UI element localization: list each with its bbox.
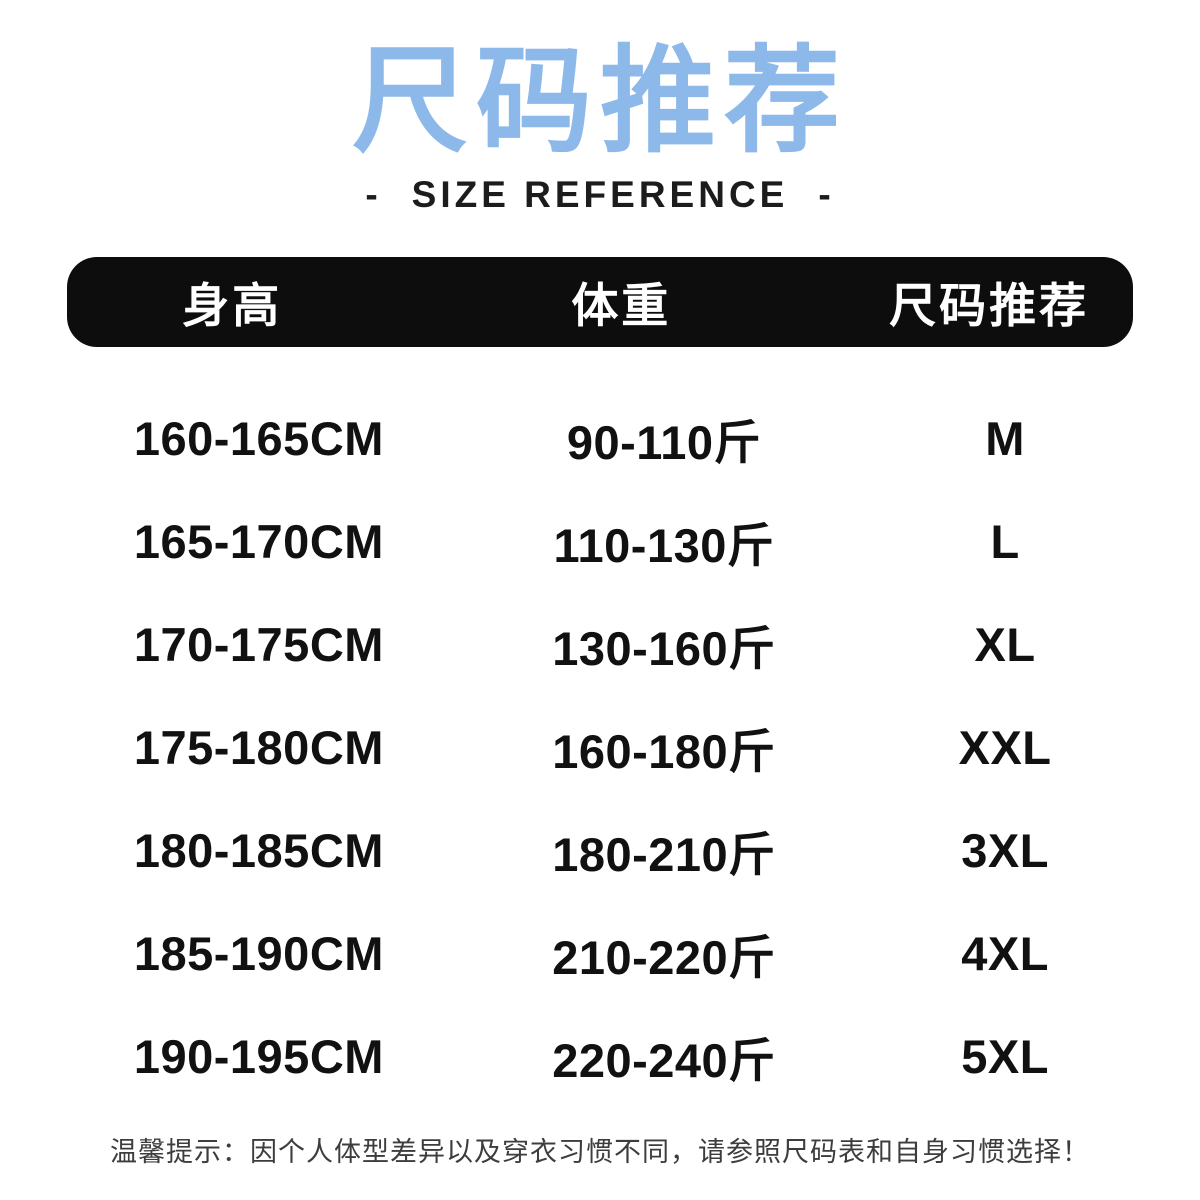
size-cell: XL — [974, 617, 1036, 671]
column-header-weight: 体重 — [571, 279, 672, 333]
weight-cell: 160-180斤 — [552, 724, 776, 778]
height-cell: 180-185CM — [133, 823, 384, 877]
subtitle-text: SIZE REFERENCE — [411, 173, 789, 215]
table-row: 165-170CM 110-130斤 L — [67, 490, 1133, 593]
height-cell: 165-170CM — [133, 514, 384, 568]
subtitle-dash-right: - — [818, 173, 835, 215]
weight-cell: 220-240斤 — [552, 1033, 776, 1087]
subtitle-dash-left: - — [365, 173, 382, 215]
table-row: 180-185CM 180-210斤 3XL — [67, 799, 1133, 902]
size-cell: 3XL — [961, 823, 1049, 877]
weight-cell: 90-110斤 — [566, 415, 762, 469]
table-header-bar: 身高 体重 尺码推荐 — [67, 256, 1133, 347]
weight-cell: 180-210斤 — [552, 827, 776, 881]
size-table-body: 160-165CM 90-110斤 M 165-170CM 110-130斤 L 170-1… — [67, 347, 1133, 1108]
footer-note: 温馨提示：因个人体型差异以及穿衣习惯不同，请参照尺码表和自身习惯选择！ — [110, 1136, 1090, 1167]
size-cell: XXL — [958, 720, 1052, 774]
column-header-height: 身高 — [182, 279, 283, 333]
height-cell: 190-195CM — [133, 1029, 384, 1083]
table-row: 185-190CM 210-220斤 4XL — [67, 902, 1133, 1005]
height-cell: 185-190CM — [133, 926, 384, 980]
column-header-size: 尺码推荐 — [889, 279, 1090, 333]
size-cell: 5XL — [961, 1029, 1049, 1083]
table-row: 190-195CM 220-240斤 5XL — [67, 1005, 1133, 1108]
weight-cell: 210-220斤 — [552, 930, 776, 984]
page-subtitle: - SIZE REFERENCE - — [0, 173, 1200, 217]
size-cell: M — [985, 411, 1025, 465]
weight-cell: 130-160斤 — [552, 621, 776, 675]
size-cell: L — [990, 514, 1020, 568]
table-row: 175-180CM 160-180斤 XXL — [67, 696, 1133, 799]
table-row: 160-165CM 90-110斤 M — [67, 387, 1133, 490]
page-title: 尺码推荐 — [352, 36, 848, 166]
height-cell: 160-165CM — [133, 411, 384, 465]
table-row: 170-175CM 130-160斤 XL — [67, 593, 1133, 696]
size-cell: 4XL — [961, 926, 1049, 980]
weight-cell: 110-130斤 — [553, 518, 775, 572]
height-cell: 170-175CM — [133, 617, 384, 671]
height-cell: 175-180CM — [133, 720, 384, 774]
